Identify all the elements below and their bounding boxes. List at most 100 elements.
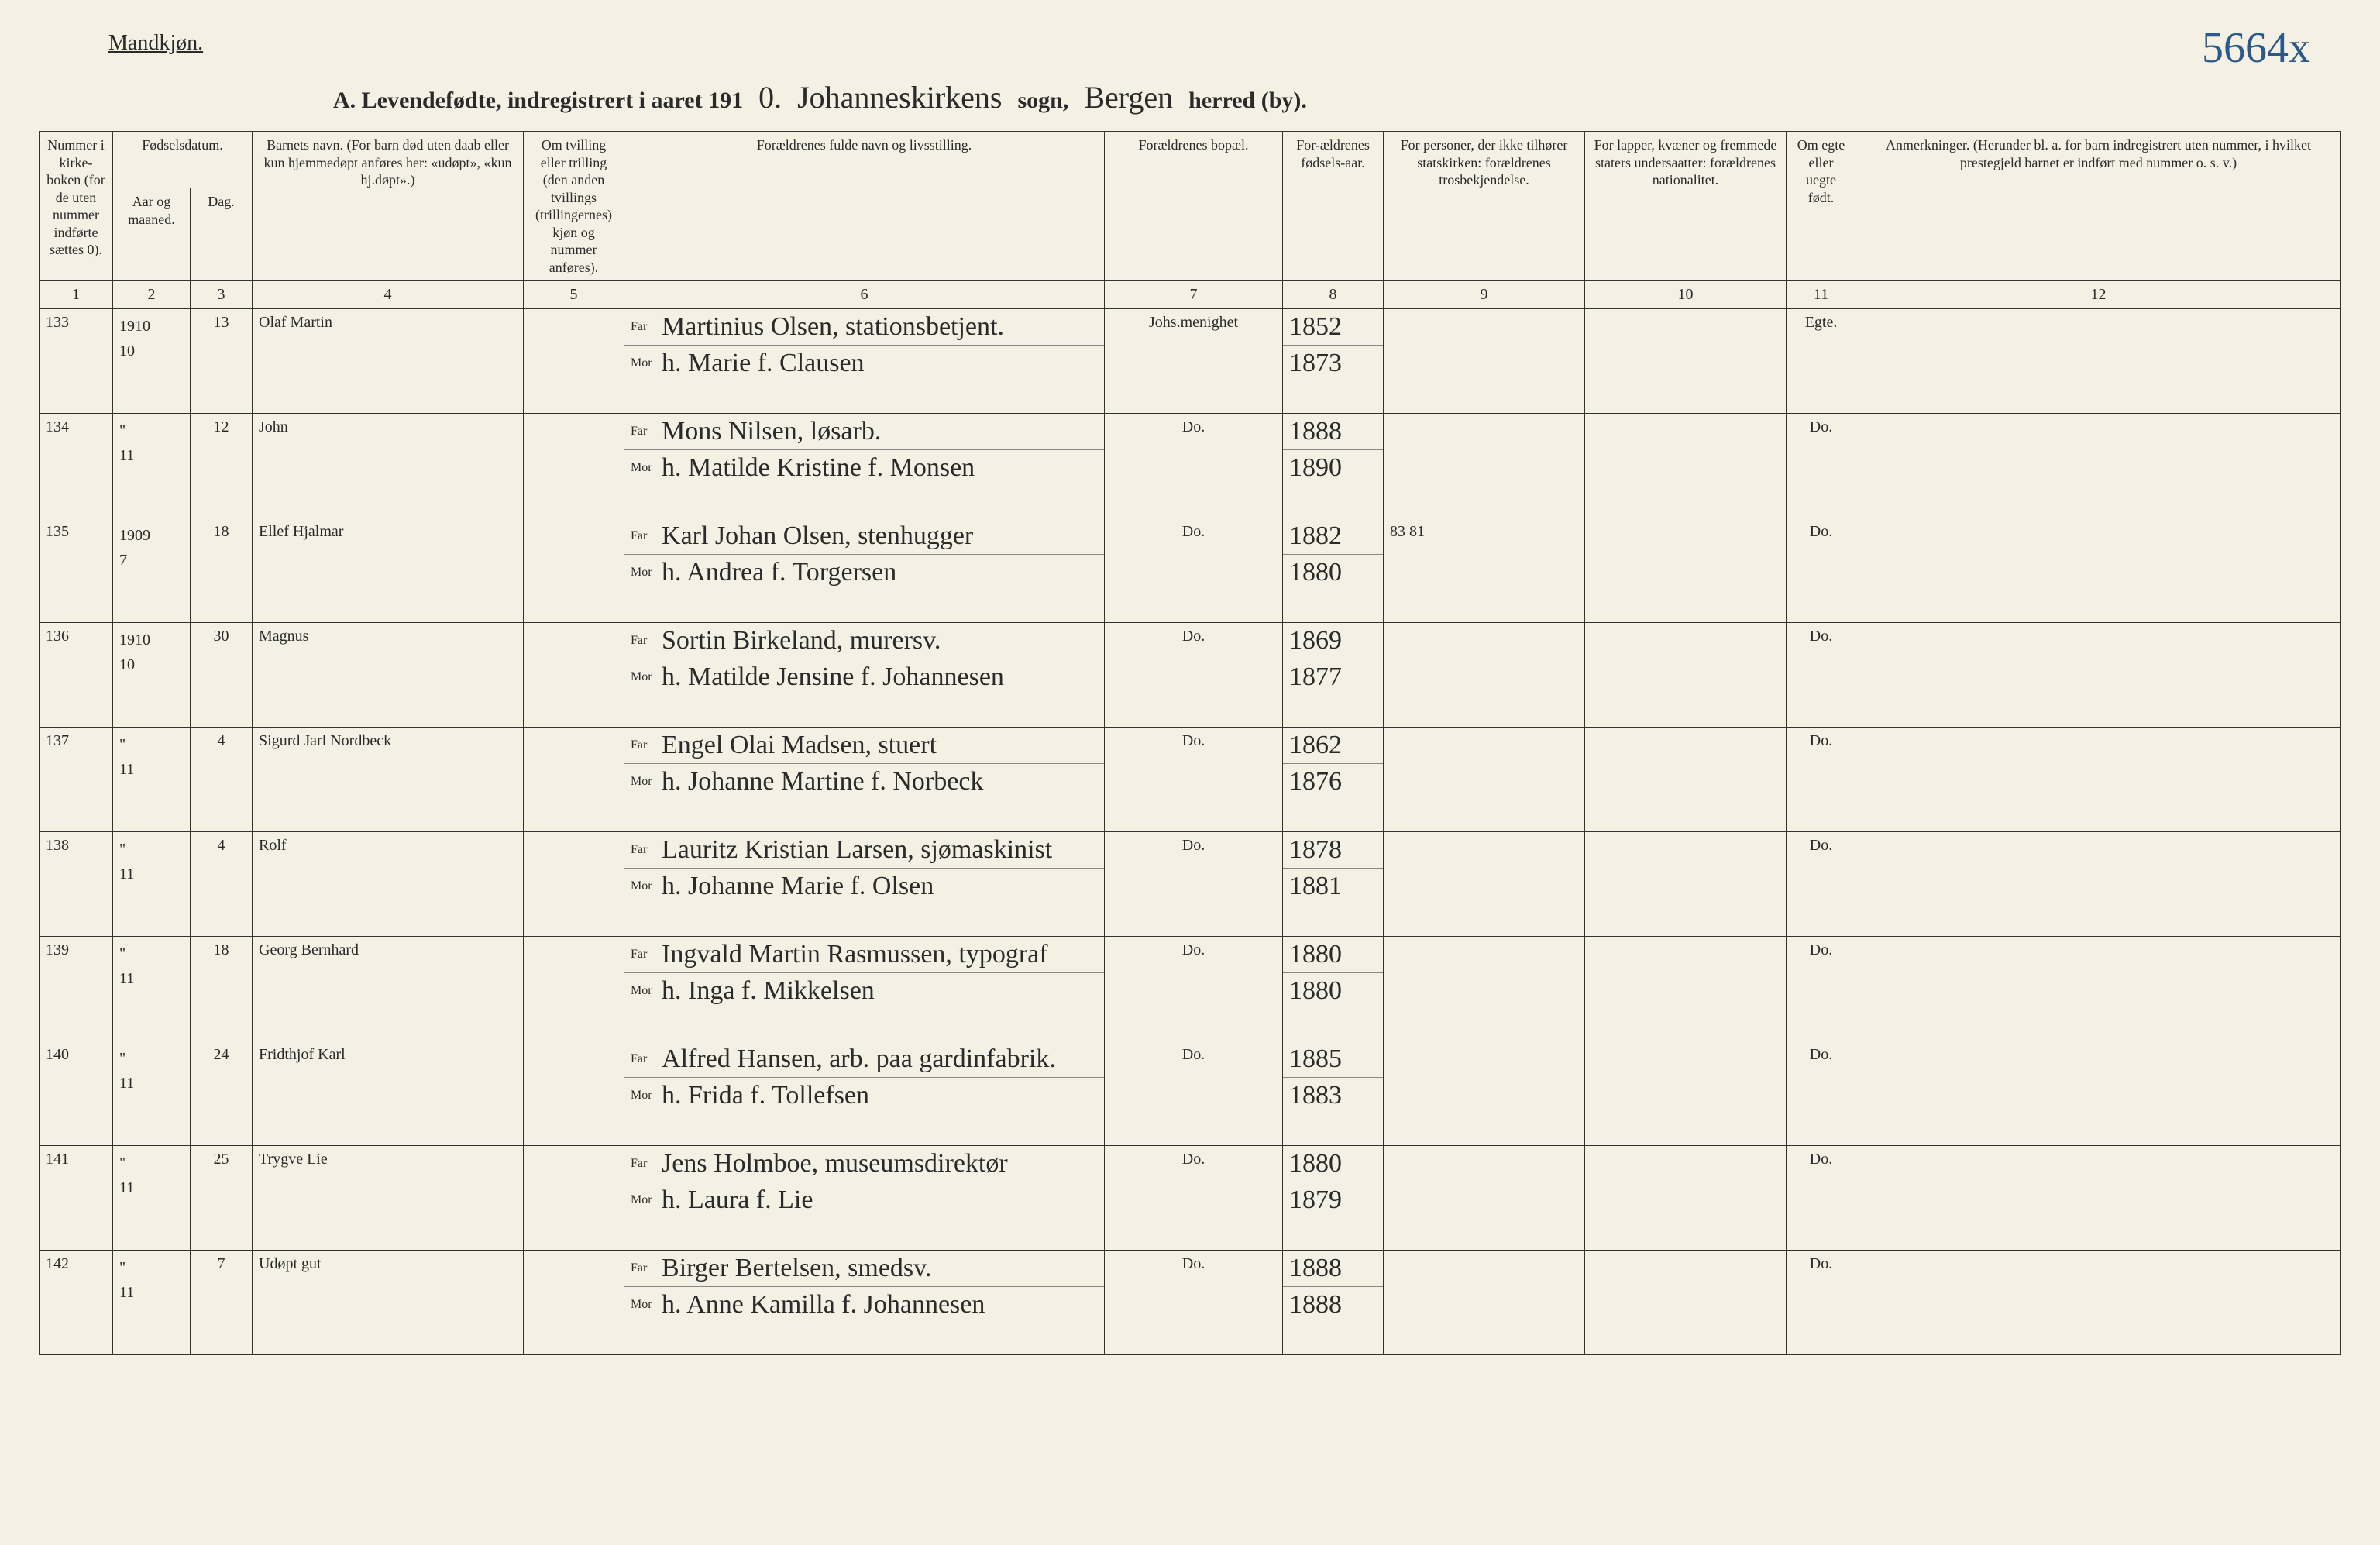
col-num: 2 — [113, 281, 191, 309]
col-header: Nummer i kirke-boken (for de uten nummer… — [40, 132, 113, 281]
birth-day: 25 — [191, 1146, 253, 1251]
col-header: Om egte eller uegte født. — [1787, 132, 1856, 281]
mother-name: h. Matilde Kristine f. Monsen — [662, 453, 1098, 483]
twin-cell — [524, 518, 624, 623]
entry-number: 133 — [40, 309, 113, 414]
birth-day: 7 — [191, 1251, 253, 1355]
table-row: 134 "11 12 John Far Mons Nilsen, løsarb.… — [40, 414, 2341, 518]
herred-script: Bergen — [1084, 79, 1173, 115]
father-label: Far — [631, 320, 662, 334]
sogn-script: Johanneskirkens — [797, 79, 1002, 115]
col-header: Dag. — [191, 188, 253, 281]
birth-day: 4 — [191, 728, 253, 832]
col-header: For lapper, kvæner og fremmede staters u… — [1585, 132, 1787, 281]
col-header: Barnets navn. (For barn død uten daab el… — [253, 132, 524, 281]
parent-birth-years: 1880 1879 — [1283, 1146, 1384, 1251]
mother-label: Mor — [631, 775, 662, 789]
entry-number: 140 — [40, 1041, 113, 1146]
entry-number: 141 — [40, 1146, 113, 1251]
confession-note — [1384, 1146, 1585, 1251]
col-num: 5 — [524, 281, 624, 309]
twin-cell — [524, 1041, 624, 1146]
mother-birth-year: 1879 — [1283, 1182, 1383, 1218]
parents-cell: Far Birger Bertelsen, smedsv. Mor h. Ann… — [624, 1251, 1105, 1355]
birth-year-month: "11 — [113, 728, 191, 832]
legitimacy: Do. — [1787, 1251, 1856, 1355]
mother-label: Mor — [631, 984, 662, 998]
mother-name: h. Anne Kamilla f. Johannesen — [662, 1290, 1098, 1320]
birth-year-month: "11 — [113, 414, 191, 518]
col-header: For personer, der ikke tilhører statskir… — [1384, 132, 1585, 281]
child-name: Rolf — [253, 832, 524, 937]
parents-cell: Far Ingvald Martin Rasmussen, typograf M… — [624, 937, 1105, 1041]
col-header: Forældrenes fulde navn og livsstilling. — [624, 132, 1105, 281]
confession-note — [1384, 1251, 1585, 1355]
remarks-cell — [1856, 309, 2341, 414]
residence: Do. — [1105, 1041, 1283, 1146]
parents-cell: Far Lauritz Kristian Larsen, sjømaskinis… — [624, 832, 1105, 937]
mother-name: h. Marie f. Clausen — [662, 349, 1098, 378]
confession-note — [1384, 1041, 1585, 1146]
entry-number: 137 — [40, 728, 113, 832]
nationality-cell — [1585, 623, 1787, 728]
father-birth-year: 1882 — [1283, 518, 1383, 555]
residence: Do. — [1105, 518, 1283, 623]
twin-cell — [524, 1146, 624, 1251]
remarks-cell — [1856, 728, 2341, 832]
father-birth-year: 1878 — [1283, 832, 1383, 869]
legitimacy: Do. — [1787, 937, 1856, 1041]
twin-cell — [524, 937, 624, 1041]
nationality-cell — [1585, 728, 1787, 832]
child-name: Sigurd Jarl Nordbeck — [253, 728, 524, 832]
title-year-suffix: 0. — [758, 79, 782, 115]
birth-day: 24 — [191, 1041, 253, 1146]
confession-note — [1384, 623, 1585, 728]
title-prefix: A. Levendefødte, indregistrert i aaret 1… — [333, 88, 743, 114]
father-birth-year: 1880 — [1283, 1146, 1383, 1182]
herred-label: herred (by). — [1188, 88, 1307, 114]
child-name: John — [253, 414, 524, 518]
twin-cell — [524, 623, 624, 728]
table-row: 137 "11 4 Sigurd Jarl Nordbeck Far Engel… — [40, 728, 2341, 832]
col-num: 11 — [1787, 281, 1856, 309]
mother-birth-year: 1883 — [1283, 1078, 1383, 1113]
birth-year-month: "11 — [113, 1146, 191, 1251]
nationality-cell — [1585, 937, 1787, 1041]
mother-name: h. Johanne Martine f. Norbeck — [662, 767, 1098, 797]
residence: Do. — [1105, 1146, 1283, 1251]
father-label: Far — [631, 634, 662, 648]
parents-cell: Far Alfred Hansen, arb. paa gardinfabrik… — [624, 1041, 1105, 1146]
father-name: Sortin Birkeland, murersv. — [662, 626, 1098, 656]
table-row: 141 "11 25 Trygve Lie Far Jens Holmboe, … — [40, 1146, 2341, 1251]
parents-cell: Far Engel Olai Madsen, stuert Mor h. Joh… — [624, 728, 1105, 832]
parent-birth-years: 1878 1881 — [1283, 832, 1384, 937]
parents-cell: Far Mons Nilsen, løsarb. Mor h. Matilde … — [624, 414, 1105, 518]
col-header: Anmerkninger. (Herunder bl. a. for barn … — [1856, 132, 2341, 281]
residence: Do. — [1105, 1251, 1283, 1355]
father-label: Far — [631, 1052, 662, 1066]
confession-note — [1384, 414, 1585, 518]
birth-year-month: "11 — [113, 1251, 191, 1355]
parents-cell: Far Martinius Olsen, stationsbetjent. Mo… — [624, 309, 1105, 414]
mother-name: h. Inga f. Mikkelsen — [662, 976, 1098, 1006]
child-name: Ellef Hjalmar — [253, 518, 524, 623]
residence: Do. — [1105, 414, 1283, 518]
mother-birth-year: 1880 — [1283, 973, 1383, 1009]
father-birth-year: 1888 — [1283, 414, 1383, 450]
col-header: Fødselsdatum. — [113, 132, 253, 188]
mother-birth-year: 1890 — [1283, 450, 1383, 486]
mother-birth-year: 1888 — [1283, 1287, 1383, 1323]
father-name: Karl Johan Olsen, stenhugger — [662, 521, 1098, 551]
table-row: 133 191010 13 Olaf Martin Far Martinius … — [40, 309, 2341, 414]
father-birth-year: 1869 — [1283, 623, 1383, 659]
nationality-cell — [1585, 414, 1787, 518]
table-row: 136 191010 30 Magnus Far Sortin Birkelan… — [40, 623, 2341, 728]
col-header: Om tvilling eller trilling (den anden tv… — [524, 132, 624, 281]
twin-cell — [524, 728, 624, 832]
child-name: Olaf Martin — [253, 309, 524, 414]
table-body: 133 191010 13 Olaf Martin Far Martinius … — [40, 309, 2341, 1355]
confession-note — [1384, 309, 1585, 414]
col-num: 1 — [40, 281, 113, 309]
father-name: Ingvald Martin Rasmussen, typograf — [662, 940, 1098, 969]
father-birth-year: 1862 — [1283, 728, 1383, 764]
